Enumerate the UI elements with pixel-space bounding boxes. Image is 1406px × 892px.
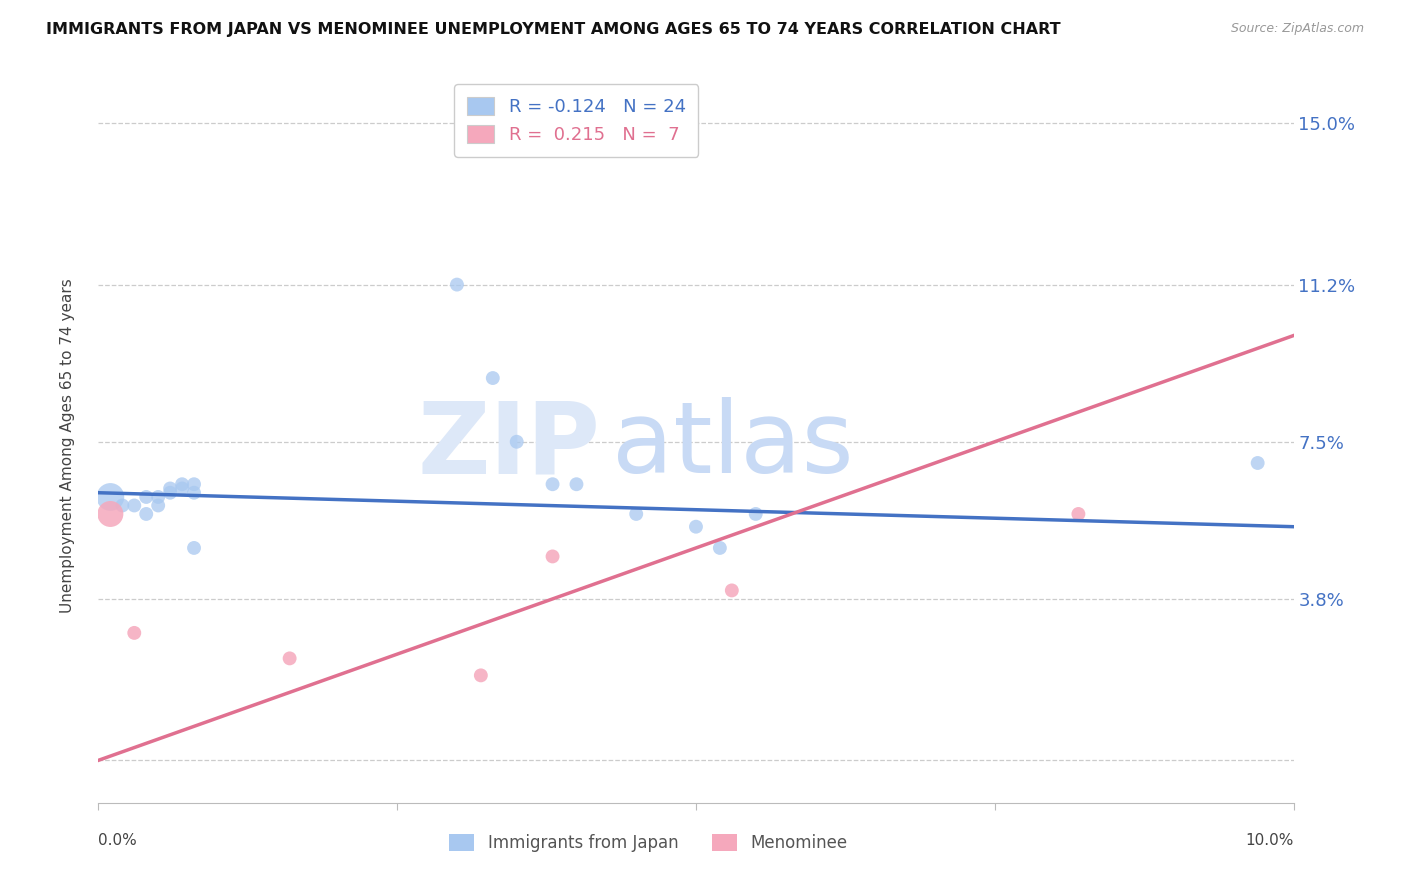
Point: [124, 626, 146, 640]
Point: [1247, 456, 1270, 470]
Text: 10.0%: 10.0%: [1246, 833, 1294, 848]
Text: atlas: atlas: [613, 398, 853, 494]
Y-axis label: Unemployment Among Ages 65 to 74 years: Unemployment Among Ages 65 to 74 years: [60, 278, 75, 614]
Point: [135, 490, 157, 504]
Point: [470, 668, 492, 682]
Point: [148, 490, 170, 504]
Point: [278, 651, 301, 665]
Point: [183, 541, 205, 555]
Point: [98, 490, 122, 504]
Text: ZIP: ZIP: [418, 398, 600, 494]
Point: [482, 371, 505, 385]
Point: [541, 477, 564, 491]
Point: [709, 541, 731, 555]
Point: [1067, 507, 1090, 521]
Point: [98, 507, 122, 521]
Point: [135, 507, 157, 521]
Point: [172, 482, 194, 496]
Point: [111, 499, 134, 513]
Point: [541, 549, 564, 564]
Point: [159, 485, 181, 500]
Point: [626, 507, 648, 521]
Point: [183, 485, 205, 500]
Point: [148, 499, 170, 513]
Point: [446, 277, 468, 292]
Point: [506, 434, 529, 449]
Text: 0.0%: 0.0%: [98, 833, 138, 848]
Point: [124, 499, 146, 513]
Text: Source: ZipAtlas.com: Source: ZipAtlas.com: [1230, 22, 1364, 36]
Text: IMMIGRANTS FROM JAPAN VS MENOMINEE UNEMPLOYMENT AMONG AGES 65 TO 74 YEARS CORREL: IMMIGRANTS FROM JAPAN VS MENOMINEE UNEMP…: [46, 22, 1062, 37]
Point: [745, 507, 768, 521]
Point: [685, 519, 707, 533]
Point: [183, 477, 205, 491]
Point: [159, 482, 181, 496]
Point: [721, 583, 744, 598]
Point: [565, 477, 588, 491]
Point: [172, 477, 194, 491]
Legend: Immigrants from Japan, Menominee: Immigrants from Japan, Menominee: [443, 827, 853, 859]
